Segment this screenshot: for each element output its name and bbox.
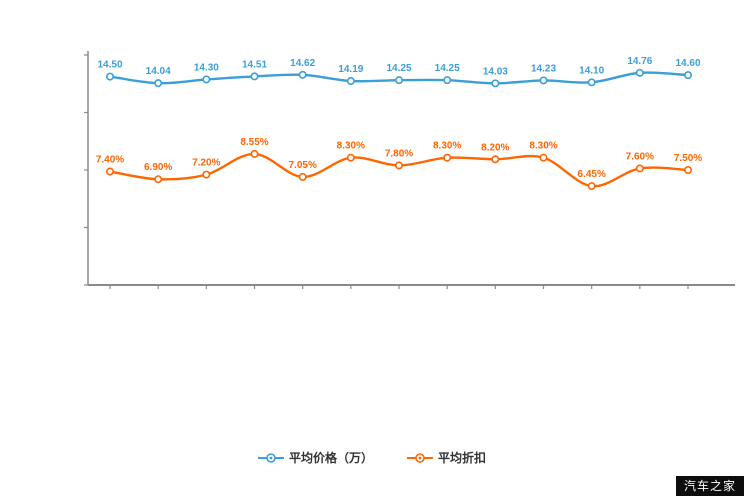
data-point: [635, 164, 644, 173]
data-label: 14.50: [97, 60, 122, 71]
data-point: [683, 71, 692, 80]
data-point: [683, 166, 692, 175]
data-label: 14.10: [579, 65, 604, 76]
data-label: 14.76: [627, 56, 652, 67]
data-point: [587, 78, 596, 87]
data-point: [250, 149, 259, 158]
data-point: [539, 153, 548, 162]
data-label: 14.23: [531, 63, 556, 74]
data-point: [346, 77, 355, 86]
data-point: [491, 79, 500, 88]
legend-item-average-price[interactable]: 平均价格（万）: [257, 449, 373, 466]
data-label: 7.50%: [674, 153, 702, 164]
data-point: [491, 155, 500, 164]
data-label: 14.60: [675, 58, 700, 69]
data-label: 14.51: [242, 59, 267, 70]
data-label: 14.25: [435, 63, 460, 74]
data-label: 7.20%: [192, 158, 220, 169]
data-label: 6.45%: [577, 169, 605, 180]
data-point: [346, 153, 355, 162]
data-point: [106, 72, 115, 81]
data-point: [539, 76, 548, 85]
data-label: 8.55%: [240, 137, 268, 148]
legend-label-average-price: 平均价格（万）: [288, 451, 373, 465]
data-label: 14.04: [146, 66, 171, 77]
data-label: 14.25: [386, 63, 411, 74]
data-point: [587, 182, 596, 191]
autohome-watermark: 汽车之家: [675, 476, 744, 496]
chart-legend: 平均价格（万） 平均折扣: [257, 449, 486, 466]
data-point: [154, 175, 163, 184]
legend-marker-price-icon: [257, 452, 284, 463]
data-label: 14.19: [338, 64, 363, 75]
data-point: [154, 79, 163, 88]
data-label: 8.30%: [529, 141, 557, 152]
data-label: 7.05%: [288, 160, 316, 171]
data-point: [106, 167, 115, 176]
legend-item-average-discount[interactable]: 平均折扣: [407, 449, 486, 466]
data-point: [443, 153, 452, 162]
data-label: 8.30%: [337, 141, 365, 152]
data-point: [443, 76, 452, 85]
data-label: 7.60%: [626, 151, 654, 162]
data-point: [394, 76, 403, 85]
data-label: 7.40%: [96, 155, 124, 166]
data-point: [635, 68, 644, 77]
data-point: [394, 161, 403, 170]
data-point: [202, 75, 211, 84]
data-label: 8.30%: [433, 141, 461, 152]
legend-marker-discount-icon: [407, 452, 433, 463]
data-point: [250, 72, 259, 81]
data-point: [298, 70, 307, 79]
data-label: 14.03: [483, 66, 508, 77]
legend-label-average-discount: 平均折扣: [438, 451, 487, 465]
data-label: 6.90%: [144, 162, 172, 173]
data-point: [202, 170, 211, 179]
data-label: 7.80%: [385, 148, 413, 159]
data-label: 14.30: [194, 62, 219, 73]
data-label: 14.62: [290, 58, 315, 69]
data-label: 8.20%: [481, 142, 509, 153]
data-point: [298, 172, 307, 181]
